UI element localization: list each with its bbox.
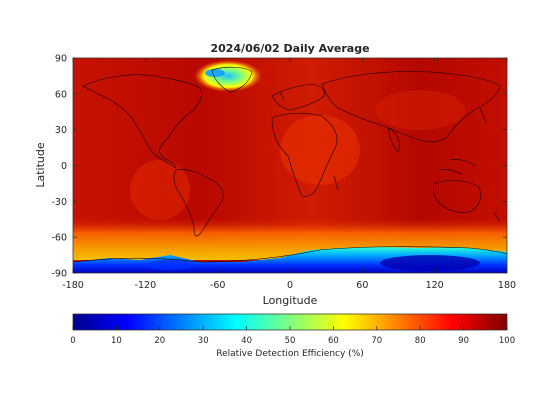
colorbar-tick-label: 100 [499,336,515,346]
arctic-core [205,69,225,77]
y-tick-label: 30 [55,125,67,136]
x-tick-label: -180 [62,280,84,291]
x-tick-label: -60 [210,280,226,291]
y-tick-label: -30 [51,197,67,208]
colorbar-tick-label: 90 [458,336,469,346]
colorbar-tick-label: 70 [371,336,382,346]
colorbar-tick-label: 30 [198,336,209,346]
antarctica-core [380,255,480,271]
x-tick-label: 0 [287,280,293,291]
y-axis-label: Latitude [34,142,47,188]
x-tick-label: 60 [356,280,368,291]
chart-title: 2024/06/02 Daily Average [210,42,369,55]
y-axis: 90 60 30 0 -30 -60 -90 [51,54,507,280]
heatmap-patch [130,160,190,220]
colorbar-label: Relative Detection Efficiency (%) [216,349,364,359]
y-tick-label: 60 [55,89,67,100]
y-tick-label: -60 [51,233,67,244]
y-tick-label: 90 [55,54,67,65]
y-tick-label: -90 [51,269,67,280]
colorbar-tick-label: 60 [328,336,339,346]
colorbar-tick-label: 10 [111,336,122,346]
colorbar-tick-label: 0 [70,336,75,346]
coastlines [73,66,507,263]
y-tick-label: 0 [61,161,67,172]
x-tick-label: -120 [135,280,157,291]
colorbar-tick-label: 80 [415,336,426,346]
colorbar-tick-label: 20 [154,336,165,346]
heatmap-patch [375,90,465,130]
colorbar-tick-label: 50 [285,336,296,346]
x-tick-label: 120 [426,280,444,291]
antarctica-core [145,260,195,270]
colorbar-ticks: 0 10 20 30 40 50 60 70 80 90 100 [70,326,515,346]
x-tick-label: 180 [498,280,516,291]
heatmap-patch [280,115,360,185]
x-axis-label: Longitude [263,294,318,307]
colorbar-tick-label: 40 [241,336,252,346]
x-axis: -180 -120 -60 0 60 120 180 [62,58,516,291]
heatmap-field [73,58,507,273]
arctic-region [194,60,262,92]
